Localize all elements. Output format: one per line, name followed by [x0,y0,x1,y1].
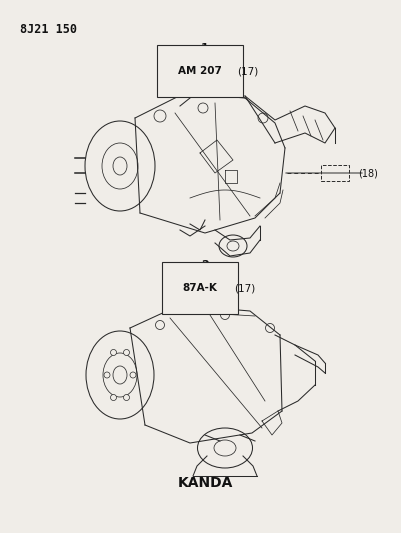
Text: 1: 1 [200,43,209,53]
Circle shape [130,372,136,378]
Ellipse shape [227,241,239,251]
Text: 8J21 150: 8J21 150 [20,23,77,36]
Circle shape [198,103,207,113]
Text: (17): (17) [233,283,255,293]
Ellipse shape [113,157,127,175]
Circle shape [220,311,229,319]
Ellipse shape [113,366,127,384]
Circle shape [155,320,164,329]
Ellipse shape [103,353,137,397]
Circle shape [104,372,110,378]
Text: 87A-K: 87A-K [182,283,217,293]
Text: KANDA: KANDA [177,476,232,490]
Circle shape [123,394,129,400]
Ellipse shape [197,428,252,468]
Ellipse shape [86,331,154,419]
Circle shape [110,350,116,356]
Circle shape [123,350,129,356]
FancyBboxPatch shape [320,165,348,181]
Ellipse shape [213,440,235,456]
Text: (17): (17) [237,66,257,76]
Circle shape [110,394,116,400]
Circle shape [154,110,166,122]
Circle shape [257,113,267,123]
Text: 2: 2 [200,260,209,270]
Text: (18): (18) [357,168,377,178]
Circle shape [265,324,274,333]
Text: AM 207: AM 207 [178,66,221,76]
Text: NPG 207: NPG 207 [166,286,233,300]
